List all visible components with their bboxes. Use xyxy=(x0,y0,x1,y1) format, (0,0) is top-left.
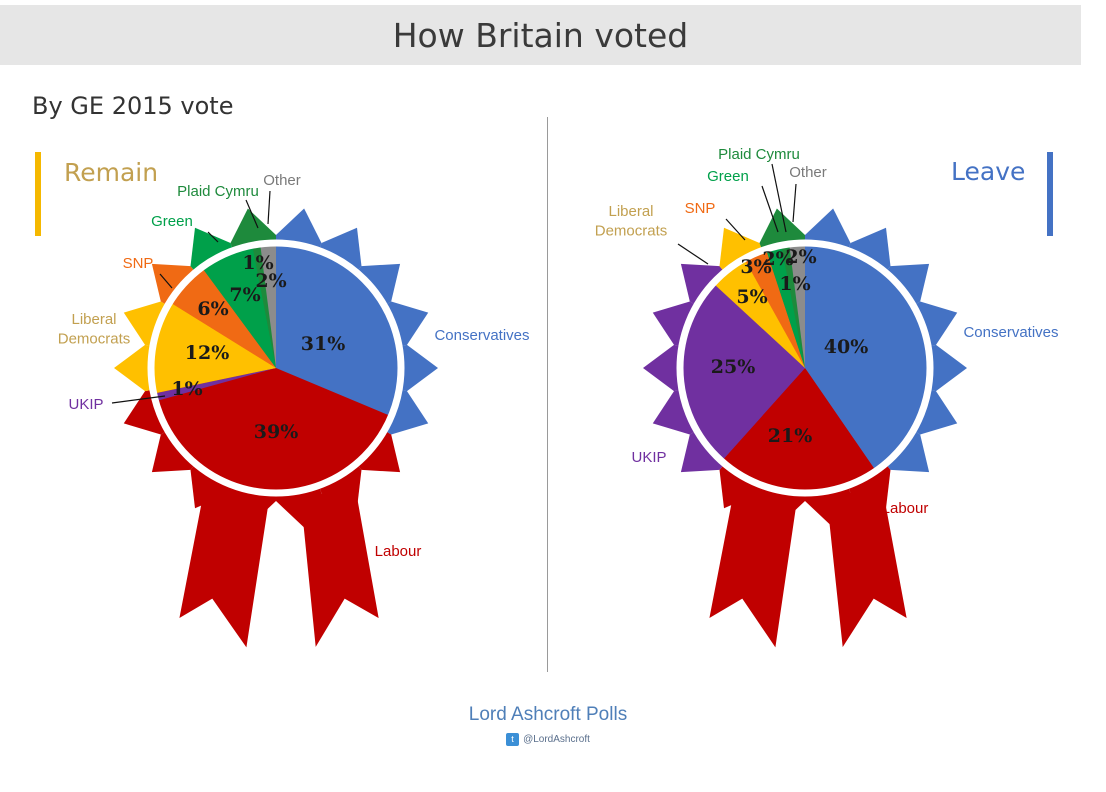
remain-slice-ukip xyxy=(153,368,276,402)
remain-leader-snp xyxy=(159,273,173,289)
remain-leader-ukip xyxy=(111,395,166,404)
remain-slice-plaid-cymru xyxy=(252,244,276,368)
leave-label-plaid-cymru: Plaid Cymru xyxy=(718,146,800,163)
twitter-icon: t xyxy=(506,733,520,746)
leave-pct-green: 2% xyxy=(762,248,793,270)
remain-leader-other xyxy=(267,190,271,225)
remain-slice-green xyxy=(201,245,276,368)
title-bar: How Britain voted xyxy=(0,5,1081,65)
remain-pct-green: 7% xyxy=(229,284,260,306)
twitter-handle: @LordAshcroft xyxy=(523,734,590,745)
remain-label-green: Green xyxy=(151,213,193,230)
leave-leader-plaid-cymru xyxy=(771,163,787,233)
remain-label-other: Other xyxy=(263,172,301,189)
leave-label-green: Green xyxy=(707,168,749,185)
leave-slice-plaid-cymru xyxy=(781,244,805,368)
leave-pct-other: 2% xyxy=(785,246,816,268)
leave-leader-other xyxy=(792,183,797,223)
leave-label-line: Democrats xyxy=(595,222,668,239)
footer-title: Lord Ashcroft Polls xyxy=(468,704,628,725)
remain-pct-labour: 39% xyxy=(254,421,299,443)
remain-rosette-ring xyxy=(147,239,405,497)
remain-label-ukip: UKIP xyxy=(68,396,103,413)
remain-rosette: 31%39%1%12%6%7%1%2%ConservativesLabourUK… xyxy=(58,172,530,654)
leave-label-conservatives: Conservatives xyxy=(963,324,1058,341)
leave-slice-ukip xyxy=(680,283,805,462)
leave-pct-labour: 21% xyxy=(768,425,813,447)
remain-pct-plaid-cymru: 1% xyxy=(242,252,273,274)
remain-label-line: Democrats xyxy=(58,330,131,347)
leave-slice-liberal-democrats xyxy=(713,258,805,368)
remain-pct-liberal-democrats: 12% xyxy=(185,342,230,364)
remain-leader-green xyxy=(207,231,219,243)
leave-label-other: Other xyxy=(789,164,827,181)
remain-label-labour: Labour xyxy=(375,543,422,560)
leave-pct-snp: 3% xyxy=(740,256,771,278)
leave-label-labour: Labour xyxy=(882,500,929,517)
leave-leader-snp xyxy=(725,218,746,241)
remain-leader-plaid-cymru xyxy=(245,199,259,229)
remain-slice-labour xyxy=(155,368,392,493)
leave-slice-green xyxy=(766,245,805,368)
page-title: How Britain voted xyxy=(392,15,689,55)
remain-pct-other: 2% xyxy=(255,270,286,292)
leave-rosette-ring xyxy=(676,239,934,497)
remain-label-liberal-democrats: Liberal Democrats xyxy=(58,311,131,348)
remain-pct-conservatives: 31% xyxy=(301,333,346,355)
leave-label-line: Liberal xyxy=(608,203,653,220)
leave-title: Leave xyxy=(951,157,1026,186)
footer-handle-row: t @LordAshcroft xyxy=(0,733,1096,746)
leave-pct-plaid-cymru: 1% xyxy=(779,273,810,295)
subtitle: By GE 2015 vote xyxy=(32,92,234,120)
remain-title: Remain xyxy=(64,158,159,187)
leave-label-snp: SNP xyxy=(685,200,716,217)
remain-accent-bar xyxy=(35,152,41,236)
leave-slice-other xyxy=(789,243,805,368)
leave-rosette: 40%21%25%5%3%2%1%2%ConservativesLabourUK… xyxy=(595,146,1059,653)
leave-accent-bar xyxy=(1047,152,1053,236)
leave-pct-conservatives: 40% xyxy=(824,336,869,358)
leave-leader-liberal-democrats xyxy=(677,243,709,265)
leave-leader-green xyxy=(761,185,779,233)
remain-label-snp: SNP xyxy=(123,255,154,272)
remain-label-plaid-cymru: Plaid Cymru xyxy=(177,183,259,200)
remain-pct-snp: 6% xyxy=(197,298,228,320)
divider xyxy=(547,117,548,672)
remain-slice-other xyxy=(260,243,276,368)
remain-label-line: Liberal xyxy=(71,311,116,328)
leave-label-ukip: UKIP xyxy=(631,449,666,466)
leave-pct-liberal-democrats: 5% xyxy=(736,286,767,308)
remain-slice-snp xyxy=(169,267,276,368)
leave-pct-ukip: 25% xyxy=(711,356,756,378)
leave-label-liberal-democrats: Liberal Democrats xyxy=(595,203,668,240)
remain-label-conservatives: Conservatives xyxy=(434,327,529,344)
leave-slice-labour xyxy=(721,368,876,494)
leave-slice-conservatives xyxy=(805,243,930,471)
remain-slice-liberal-democrats xyxy=(150,302,276,394)
remain-pct-ukip: 1% xyxy=(171,378,202,400)
leave-slice-snp xyxy=(744,249,805,368)
